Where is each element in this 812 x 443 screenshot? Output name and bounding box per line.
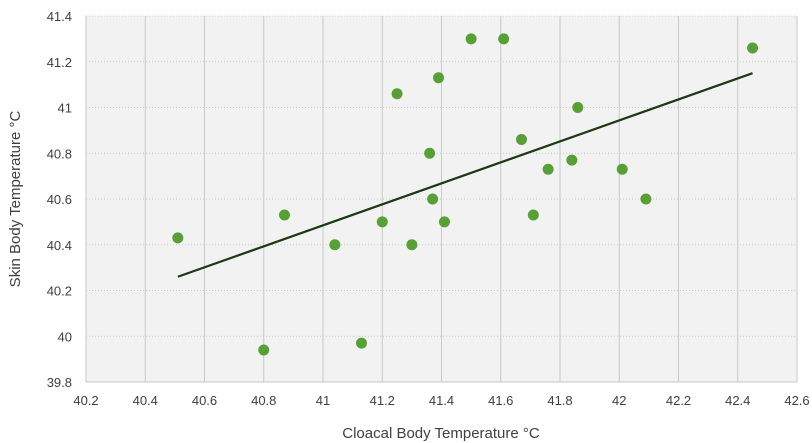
data-point <box>498 33 510 45</box>
x-tick-label: 40.8 <box>251 393 276 408</box>
data-point <box>616 163 628 175</box>
y-axis-title: Skin Body Temperature °C <box>7 111 24 288</box>
x-tick-label: 42.6 <box>784 393 809 408</box>
y-tick-label: 40.2 <box>47 284 72 299</box>
y-tick-label: 41 <box>58 101 72 116</box>
x-tick-label: 40.4 <box>133 393 158 408</box>
gridlines <box>85 15 798 383</box>
data-point <box>640 193 652 205</box>
data-point <box>424 147 436 159</box>
x-tick-label: 41.8 <box>547 393 572 408</box>
x-tick-label: 42 <box>612 393 626 408</box>
data-points <box>172 33 759 356</box>
data-point <box>566 154 578 166</box>
y-tick-label: 40 <box>58 329 72 344</box>
data-point <box>427 193 439 205</box>
y-tick-label: 40.6 <box>47 192 72 207</box>
data-point <box>542 163 554 175</box>
data-point <box>329 239 341 251</box>
data-point <box>747 42 759 54</box>
x-tick-label: 41.6 <box>488 393 513 408</box>
x-tick-label: 41 <box>316 393 330 408</box>
data-point <box>172 232 184 244</box>
data-point <box>278 209 290 221</box>
trendline <box>177 72 753 278</box>
x-tick-label: 41.2 <box>370 393 395 408</box>
tick-labels: 40.2 40.4 40.6 40.8 41 41.2 41.4 41.6 41.8 42 42.2… <box>47 9 810 408</box>
data-point <box>465 33 477 45</box>
y-tick-label: 41.4 <box>47 9 72 24</box>
y-tick-label: 41.2 <box>47 55 72 70</box>
x-tick-label: 40.2 <box>73 393 98 408</box>
data-point <box>433 72 445 84</box>
x-tick-label: 42.4 <box>725 393 750 408</box>
x-tick-label: 42.2 <box>666 393 691 408</box>
data-point <box>527 209 539 221</box>
data-point <box>391 88 403 100</box>
x-axis-title: Cloacal Body Temperature °C <box>342 425 540 442</box>
x-tick-label: 40.6 <box>192 393 217 408</box>
y-tick-label: 39.8 <box>47 375 72 390</box>
y-tick-label: 40.8 <box>47 146 72 161</box>
data-point <box>572 102 584 113</box>
y-tick-label: 40.4 <box>47 238 72 253</box>
x-tick-label: 41.4 <box>429 393 454 408</box>
data-point <box>515 134 527 146</box>
data-point <box>438 216 450 228</box>
data-point <box>406 239 418 251</box>
data-point <box>376 216 388 228</box>
data-point <box>258 344 270 356</box>
data-point <box>356 337 368 349</box>
